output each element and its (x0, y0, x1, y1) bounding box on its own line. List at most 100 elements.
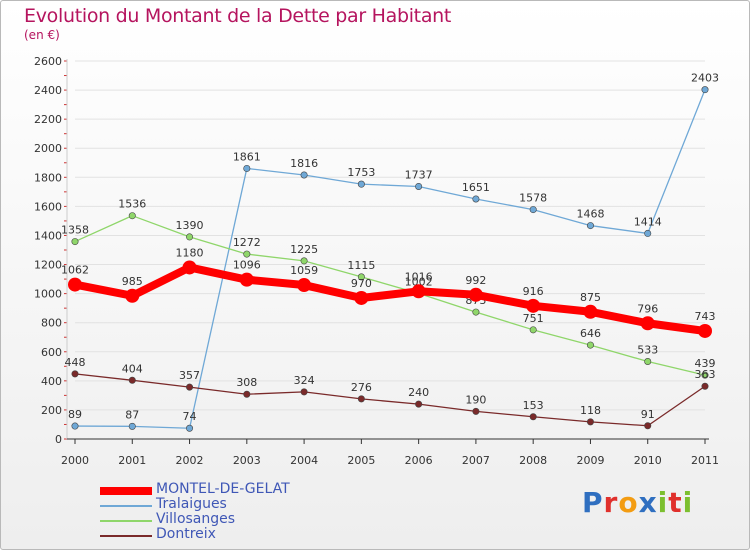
data-label: 1816 (290, 157, 318, 170)
data-point (644, 229, 652, 237)
chart-subtitle: (en €) (24, 28, 60, 42)
data-point (644, 358, 652, 366)
data-point (586, 341, 594, 349)
chart-title: Evolution du Montant de la Dette par Hab… (24, 5, 452, 27)
data-label: 1225 (290, 243, 318, 256)
series-line-dontreix (74, 373, 706, 427)
series-line-villosanges (74, 215, 706, 376)
data-label: 308 (236, 376, 257, 389)
data-label: 1062 (61, 264, 89, 277)
data-label: 74 (183, 410, 197, 423)
y-tick-label: 400 (41, 375, 62, 388)
data-point (415, 182, 423, 190)
data-label: 743 (695, 310, 716, 323)
data-label: 1468 (576, 208, 604, 221)
logo-letter: i (682, 486, 694, 519)
y-tick-label: 200 (41, 404, 62, 417)
data-point (243, 250, 251, 258)
data-label: 1272 (233, 236, 261, 249)
data-point (186, 424, 194, 432)
data-label: 1059 (290, 264, 318, 277)
legend-label: Tralaigues (156, 496, 227, 512)
data-label: 875 (580, 291, 601, 304)
data-label: 1180 (176, 246, 204, 259)
data-point (701, 382, 709, 390)
data-point (583, 304, 598, 319)
data-point (586, 418, 594, 426)
logo-letter: x (638, 486, 658, 519)
data-label: 87 (125, 408, 139, 421)
data-point (128, 376, 136, 384)
y-tick-label: 1000 (34, 288, 62, 301)
data-point (239, 272, 254, 287)
data-label: 324 (294, 374, 315, 387)
data-point (472, 407, 480, 415)
data-label: 357 (179, 369, 200, 382)
data-point (698, 323, 712, 338)
data-point (468, 287, 483, 302)
data-label: 1737 (405, 168, 433, 181)
line-chart: 0 200 400 600 800 1000 1200 1400 1600 1800 2000 220… (34, 55, 719, 467)
data-point (357, 273, 365, 281)
data-label: 439 (695, 357, 716, 370)
data-point (354, 290, 369, 305)
data-point (415, 400, 423, 408)
y-tick-label: 1200 (34, 259, 62, 272)
x-tick-label: 2002 (176, 454, 204, 467)
data-label: 240 (408, 386, 429, 399)
series-line-montel-de-gelat (71, 263, 709, 335)
data-label: 1096 (233, 259, 261, 272)
data-point (128, 422, 136, 430)
data-point (300, 171, 308, 179)
data-label: 363 (695, 368, 716, 381)
data-point (357, 180, 365, 188)
y-tick-label: 800 (41, 317, 62, 330)
legend-swatch (100, 487, 152, 495)
data-label: 1651 (462, 181, 490, 194)
data-point (128, 212, 136, 220)
data-label: 1390 (176, 219, 204, 232)
data-point (701, 86, 709, 94)
data-label: 276 (351, 381, 372, 394)
data-point (71, 238, 79, 246)
logo-letter: r (603, 486, 619, 519)
data-label: 448 (65, 356, 86, 369)
data-label: 1414 (634, 215, 662, 228)
data-point (701, 371, 709, 379)
logo-letter: P (582, 486, 604, 519)
legend-swatch (100, 535, 152, 537)
data-label: 1115 (347, 259, 375, 272)
y-tick-label: 2600 (34, 55, 62, 68)
data-label: 1016 (405, 270, 433, 283)
data-point (411, 284, 426, 299)
data-point (640, 316, 655, 331)
data-label: 118 (580, 404, 601, 417)
y-tick-label: 0 (55, 433, 62, 446)
data-label: 153 (523, 399, 544, 412)
x-tick-label: 2011 (691, 454, 719, 467)
x-tick-label: 2007 (462, 454, 490, 467)
data-label: 970 (351, 277, 372, 290)
data-point (182, 260, 197, 275)
data-point (357, 395, 365, 403)
data-label: 1536 (118, 198, 146, 211)
x-tick-label: 2003 (233, 454, 261, 467)
logo-letter: o (618, 486, 639, 519)
data-point (300, 388, 308, 396)
proxiti-logo: Proxiti (582, 486, 693, 519)
data-point (243, 164, 251, 172)
data-point (529, 413, 537, 421)
series-line-tralaigues (74, 88, 706, 429)
data-point (529, 206, 537, 214)
data-label: 1002 (405, 275, 433, 288)
data-label: 1578 (519, 192, 547, 205)
data-label: 89 (68, 408, 82, 421)
data-point (68, 277, 82, 292)
data-label: 533 (637, 344, 658, 357)
y-tick-label: 1400 (34, 229, 62, 242)
data-label: 751 (523, 312, 544, 325)
data-point (472, 195, 480, 203)
legend-swatch (100, 520, 152, 522)
data-label: 1358 (61, 224, 89, 237)
